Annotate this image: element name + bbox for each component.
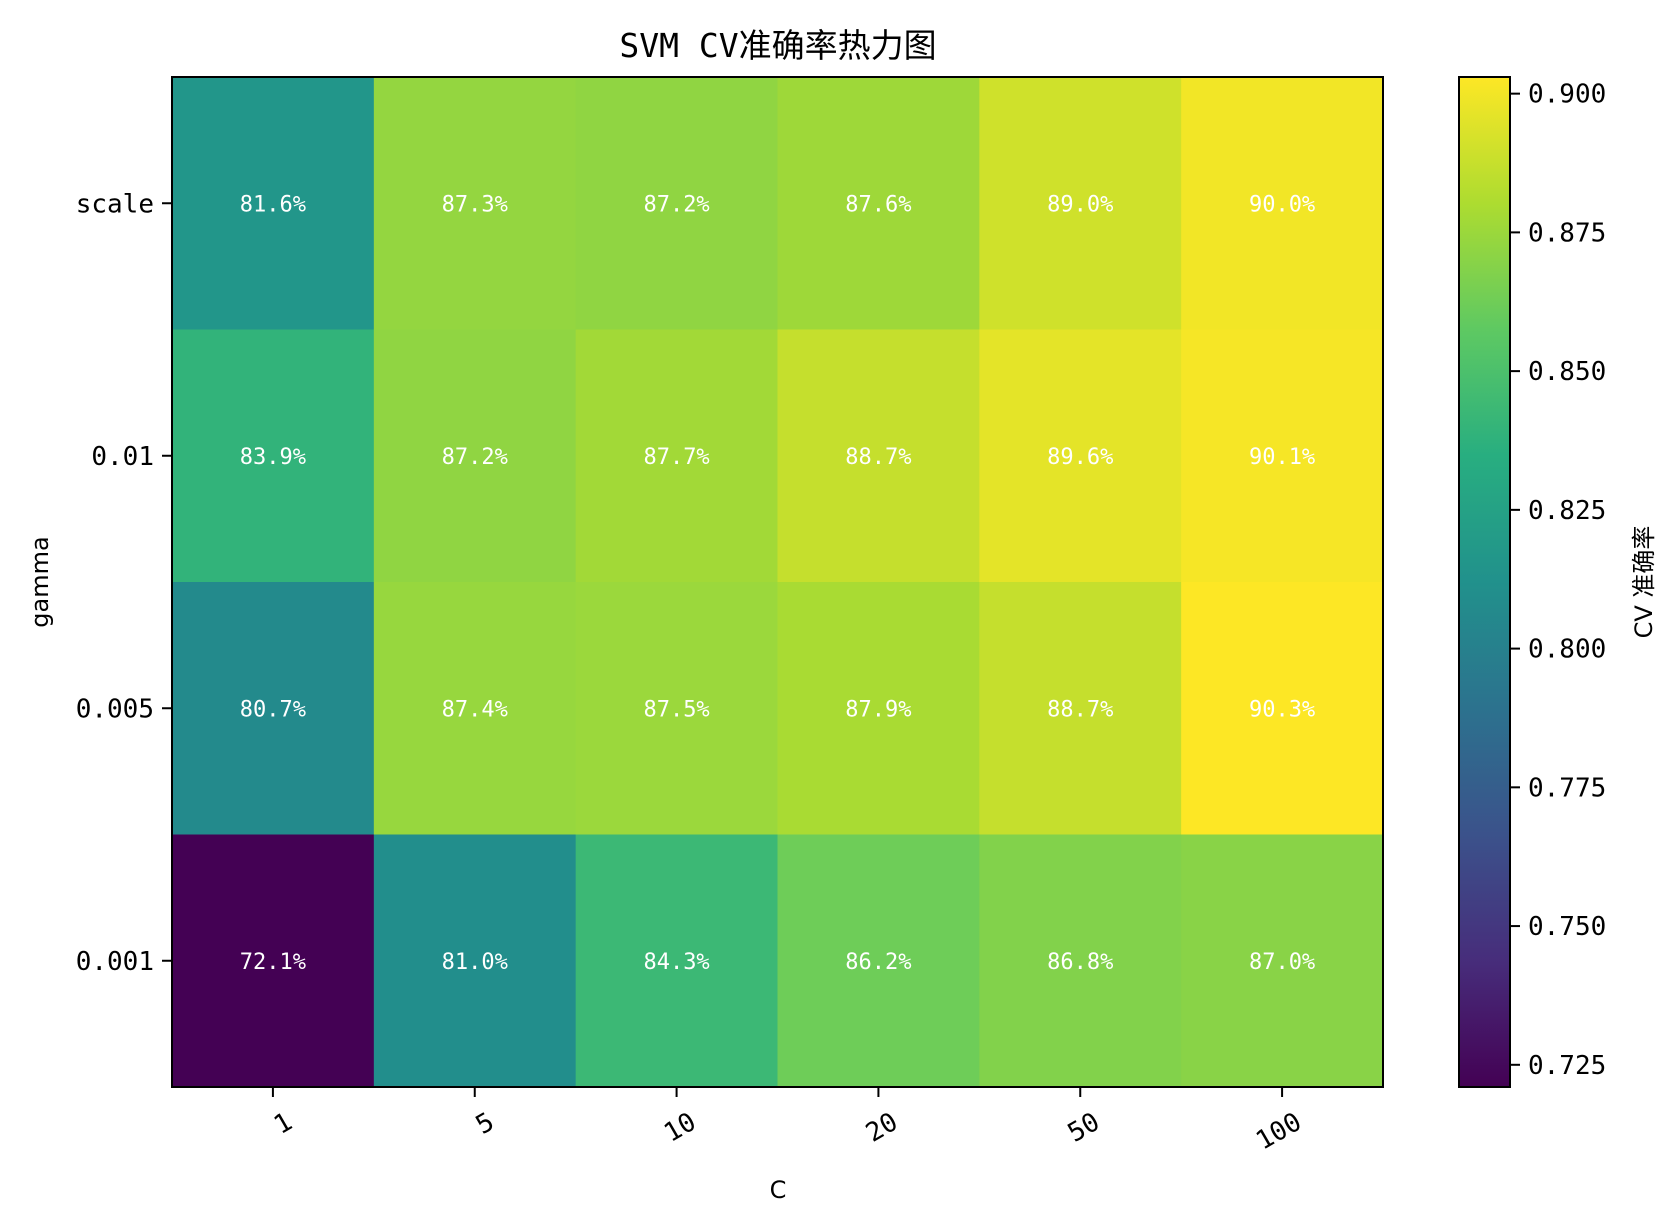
heatmap-cell [979, 834, 1182, 1088]
heatmap-cell [172, 582, 375, 836]
cell-value-label: 87.9% [845, 697, 911, 722]
heatmap-cell [575, 329, 779, 583]
heatmap-cell [777, 834, 980, 1088]
x-tick-label: 100 [1251, 1107, 1307, 1156]
colorbar-tick-label: 0.800 [1528, 635, 1606, 665]
x-tick-label: 20 [861, 1107, 903, 1149]
heatmap-cell [1181, 329, 1384, 583]
y-tick-label: 0.005 [76, 694, 154, 724]
y-axis-ticks: scale 0.01 0.005 0.001 [76, 189, 172, 977]
x-tick-label: 50 [1063, 1107, 1105, 1149]
cell-value-label: 90.1% [1249, 445, 1315, 470]
cell-value-label: 84.3% [643, 950, 709, 975]
colorbar-ticks: 0.725 0.750 0.775 0.800 0.825 0.850 0.875 0.900 [1510, 80, 1606, 1081]
heatmap-cells: 81.6% 87.3% 87.2% 87.6% 89.0% 90.0% 83.9% 87.2%… [172, 77, 1384, 1088]
cell-value-label: 88.7% [845, 445, 911, 470]
cell-value-label: 87.2% [643, 192, 709, 217]
heatmap-cell [979, 329, 1182, 583]
colorbar-tick-label: 0.900 [1528, 80, 1606, 110]
heatmap-cell [979, 582, 1182, 836]
cell-value-label: 87.0% [1249, 950, 1315, 975]
heatmap-cell [575, 77, 779, 331]
cell-value-label: 83.9% [240, 445, 306, 470]
heatmap-cell [373, 582, 577, 836]
cell-value-label: 87.2% [442, 445, 508, 470]
heatmap-cell [172, 834, 375, 1088]
colorbar-tick-label: 0.850 [1528, 357, 1606, 387]
colorbar: 0.725 0.750 0.775 0.800 0.825 0.850 0.875 0.900… [1458, 76, 1658, 1088]
heatmap-cell [172, 77, 375, 331]
colorbar-tick-label: 0.725 [1528, 1051, 1606, 1081]
cell-value-label: 87.6% [845, 192, 911, 217]
cell-value-label: 87.4% [442, 697, 508, 722]
colorbar-gradient [1458, 76, 1511, 1088]
cell-value-label: 90.0% [1249, 192, 1315, 217]
heatmap-cell [777, 582, 980, 836]
heatmap-cell [777, 329, 980, 583]
chart-title: SVM CV准确率热力图 [619, 26, 936, 65]
heatmap-cell [979, 77, 1182, 331]
heatmap-cell [1181, 77, 1384, 331]
cell-value-label: 86.8% [1047, 950, 1113, 975]
cell-value-label: 80.7% [240, 697, 306, 722]
heatmap-cell [373, 77, 577, 331]
heatmap-cell [575, 834, 779, 1088]
plot-frame [171, 76, 1384, 1088]
heatmap-cell [777, 77, 980, 331]
cell-value-label: 87.5% [643, 697, 709, 722]
y-axis-label: gamma [26, 536, 54, 627]
y-tick-label: 0.01 [91, 442, 154, 472]
colorbar-label: CV 准确率 [1630, 526, 1658, 639]
heatmap-cell [1181, 582, 1384, 836]
heatmap-cell [172, 329, 375, 583]
x-axis-label: C [770, 1176, 787, 1204]
cell-value-label: 87.3% [442, 192, 508, 217]
cell-value-label: 88.7% [1047, 697, 1113, 722]
x-axis-ticks: 1 5 10 20 50 100 [269, 1087, 1307, 1156]
heatmap-cell [1181, 834, 1384, 1088]
cell-value-label: 72.1% [240, 950, 306, 975]
heatmap-cell [373, 834, 577, 1088]
colorbar-tick-label: 0.825 [1528, 496, 1606, 526]
x-tick-label: 1 [269, 1107, 298, 1141]
cell-value-label: 89.0% [1047, 192, 1113, 217]
x-tick-label: 10 [659, 1107, 701, 1149]
cell-value-label: 90.3% [1249, 697, 1315, 722]
cell-value-label: 89.6% [1047, 445, 1113, 470]
colorbar-tick-label: 0.750 [1528, 912, 1606, 942]
y-tick-label: scale [76, 189, 154, 219]
heatmap-cell [575, 582, 779, 836]
cell-value-label: 87.7% [643, 445, 709, 470]
x-tick-label: 5 [471, 1107, 500, 1141]
cell-value-label: 86.2% [845, 950, 911, 975]
y-tick-label: 0.001 [76, 947, 154, 977]
cell-value-label: 81.6% [240, 192, 306, 217]
cell-value-label: 81.0% [442, 950, 508, 975]
colorbar-tick-label: 0.775 [1528, 773, 1606, 803]
heatmap-cell [373, 329, 577, 583]
colorbar-tick-label: 0.875 [1528, 218, 1606, 248]
